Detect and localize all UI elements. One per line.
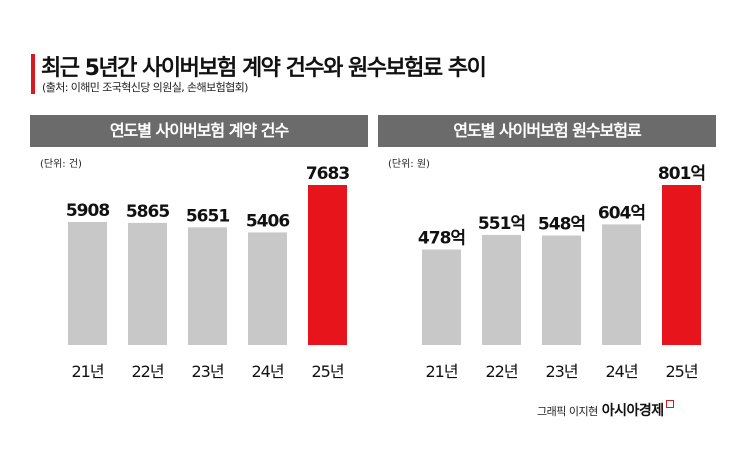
bar — [482, 234, 521, 345]
bar — [308, 185, 347, 345]
chart-premiums: 연도별 사이버보험 원수보험료 (단위: 원) 478억 21년 551억 22년 54… — [378, 115, 716, 381]
bar — [128, 222, 167, 345]
data-label: 801억 — [658, 164, 705, 184]
x-tick-label: 25년 — [665, 362, 697, 381]
chart-contracts: 연도별 사이버보험 계약 건수 (단위: 건) 5908 21년 5865 22년 56… — [30, 115, 368, 381]
unit-label: (단위: 건) — [40, 159, 82, 170]
data-label: 478억 — [418, 229, 465, 249]
data-label: 551억 — [478, 214, 525, 234]
brand-logo: 아시아경제 — [601, 403, 664, 419]
x-tick-label: 23년 — [191, 362, 223, 381]
bar — [662, 185, 701, 345]
data-label: 604억 — [598, 203, 645, 223]
chart-title: 연도별 사이버보험 원수보험료 — [378, 115, 716, 147]
bar — [188, 227, 227, 345]
chart-plot: 478억 21년 551억 22년 548억 23년 604억 24년 801억 25년 — [418, 164, 706, 381]
x-tick-label: 22년 — [131, 362, 163, 381]
bar — [602, 224, 641, 345]
data-label: 5651 — [186, 206, 229, 226]
bar — [422, 249, 461, 345]
bar — [542, 235, 581, 345]
x-tick-label: 21년 — [71, 362, 103, 381]
credit: 그래픽 이지현 아시아경제 — [537, 400, 674, 420]
chart-plot: 5908 21년 5865 22년 5651 23년 5406 24년 7683 25년 — [66, 164, 350, 381]
data-label: 5908 — [66, 201, 109, 221]
x-tick-label: 21년 — [425, 362, 457, 381]
data-label: 548억 — [538, 215, 585, 235]
credit-label: 그래픽 이지현 — [537, 405, 598, 418]
page-title: 최근 5년간 사이버보험 계약 건수와 원수보험료 추이 — [41, 56, 487, 81]
unit-label: (단위: 원) — [388, 159, 430, 170]
x-tick-label: 25년 — [311, 362, 343, 381]
x-tick-label: 24년 — [605, 362, 637, 381]
bar — [248, 232, 287, 345]
source-note: (출처: 이해민 조국혁신당 의원실, 손해보험협회) — [42, 81, 248, 94]
title-accent-bar — [31, 54, 35, 94]
brand-mark-icon — [665, 400, 674, 408]
x-tick-label: 23년 — [545, 362, 577, 381]
data-label: 7683 — [306, 164, 349, 184]
data-label: 5406 — [246, 211, 289, 231]
bar — [68, 221, 107, 345]
data-label: 5865 — [126, 202, 169, 222]
x-tick-label: 22년 — [485, 362, 517, 381]
chart-title: 연도별 사이버보험 계약 건수 — [30, 115, 368, 147]
x-tick-label: 24년 — [251, 362, 283, 381]
